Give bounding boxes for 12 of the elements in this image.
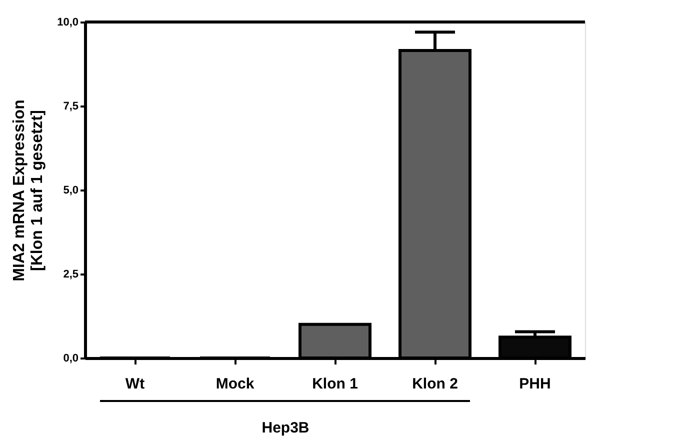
y-tick-label: 2,5 xyxy=(63,268,78,280)
x-tick-label: Klon 2 xyxy=(412,376,458,392)
y-tick-label: 7,5 xyxy=(63,100,78,112)
x-tick-label: PHH xyxy=(519,376,551,392)
x-tick-label: Klon 1 xyxy=(312,376,358,392)
y-axis-title: MIA2 mRNA Expression [Klon 1 auf 1 gesetzt] xyxy=(11,100,46,282)
x-tick-label: Mock xyxy=(216,376,255,392)
x-axis-title: Hep3B xyxy=(262,420,310,436)
x-tick-label: Wt xyxy=(125,376,145,392)
y-tick-label: 10,0 xyxy=(57,16,78,28)
y-tick-label: 5,0 xyxy=(63,184,78,196)
y-tick-label: 0,0 xyxy=(63,352,78,364)
